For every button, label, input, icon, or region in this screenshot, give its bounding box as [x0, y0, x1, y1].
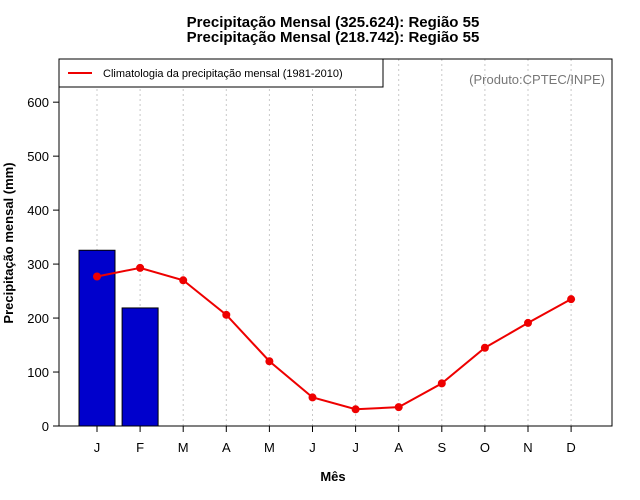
x-tick-label: A [222, 440, 231, 455]
product-credit: (Produto:CPTEC/INPE) [469, 72, 605, 87]
y-tick-label: 500 [27, 149, 49, 164]
x-tick-label: D [566, 440, 575, 455]
climatology-line [96, 266, 572, 411]
x-tick-label: F [136, 440, 144, 455]
climatology-point [567, 295, 576, 304]
x-axis-label: Mês [320, 469, 345, 484]
vertical-gridlines [96, 59, 572, 426]
climatology-point [93, 272, 101, 281]
climatology-point [179, 276, 188, 285]
legend: Climatologia da precipitação mensal (198… [58, 58, 384, 88]
chart-title-line-2: Precipitação Mensal (218.742): Região 55 [187, 29, 480, 46]
x-tick-label: M [178, 440, 189, 455]
legend-entry-label: Climatologia da precipitação mensal (198… [103, 68, 343, 80]
climatology-point [394, 403, 403, 412]
y-tick-label: 0 [42, 419, 49, 434]
x-tick-label: M [264, 440, 275, 455]
y-tick-label: 200 [27, 311, 49, 326]
chart-title-line-1: Precipitação Mensal (325.624): Região 55 [187, 14, 480, 31]
y-axis: 0 100 200 300 400 500 600 [27, 95, 60, 434]
climatology-point [308, 393, 317, 402]
x-tick-label: J [309, 440, 316, 455]
climatology-point [265, 357, 274, 366]
x-tick-label: J [352, 440, 359, 455]
x-tick-label: O [480, 440, 490, 455]
climatology-point [480, 343, 489, 352]
x-tick-label: A [394, 440, 403, 455]
bars-layer [78, 249, 159, 427]
climatology-point [524, 318, 532, 327]
y-tick-label: 600 [27, 95, 49, 110]
y-axis-label: Precipitação mensal (mm) [1, 162, 16, 323]
y-tick-label: 100 [27, 365, 49, 380]
x-tick-label: J [94, 440, 101, 455]
climatology-point [351, 405, 360, 414]
y-tick-label: 300 [27, 257, 49, 272]
x-tick-label: S [437, 440, 446, 455]
climatology-point [136, 263, 145, 272]
y-tick-label: 400 [27, 203, 49, 218]
climatology-point [222, 310, 231, 319]
climatology-point [437, 379, 446, 388]
climatology-line-layer [93, 263, 576, 414]
bar-f [121, 307, 159, 427]
x-tick-label: N [523, 440, 532, 455]
legend-box [58, 58, 384, 88]
